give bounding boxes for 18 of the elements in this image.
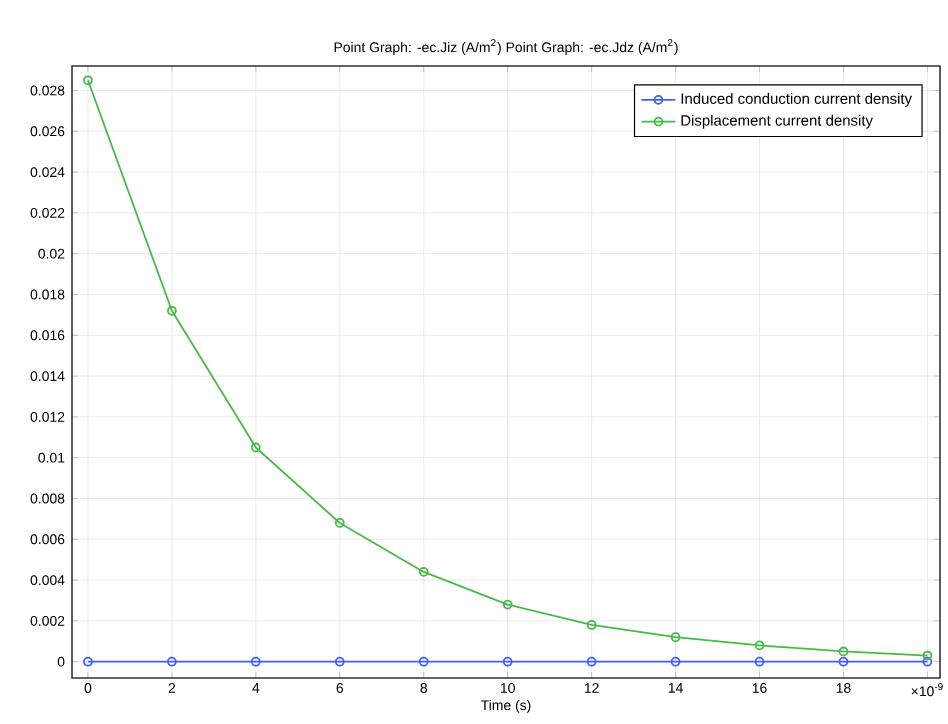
point [250, 442, 261, 453]
point [670, 632, 681, 643]
point [586, 620, 597, 630]
point [586, 656, 597, 667]
point [502, 656, 513, 667]
point [167, 656, 177, 667]
point [334, 518, 345, 528]
point [754, 640, 765, 651]
point [670, 656, 681, 667]
point [418, 567, 429, 577]
point [754, 656, 765, 667]
point [167, 305, 177, 316]
point [334, 656, 345, 667]
point [838, 656, 849, 667]
point [418, 656, 429, 667]
point [250, 656, 261, 667]
point [838, 646, 849, 657]
point [502, 599, 513, 610]
